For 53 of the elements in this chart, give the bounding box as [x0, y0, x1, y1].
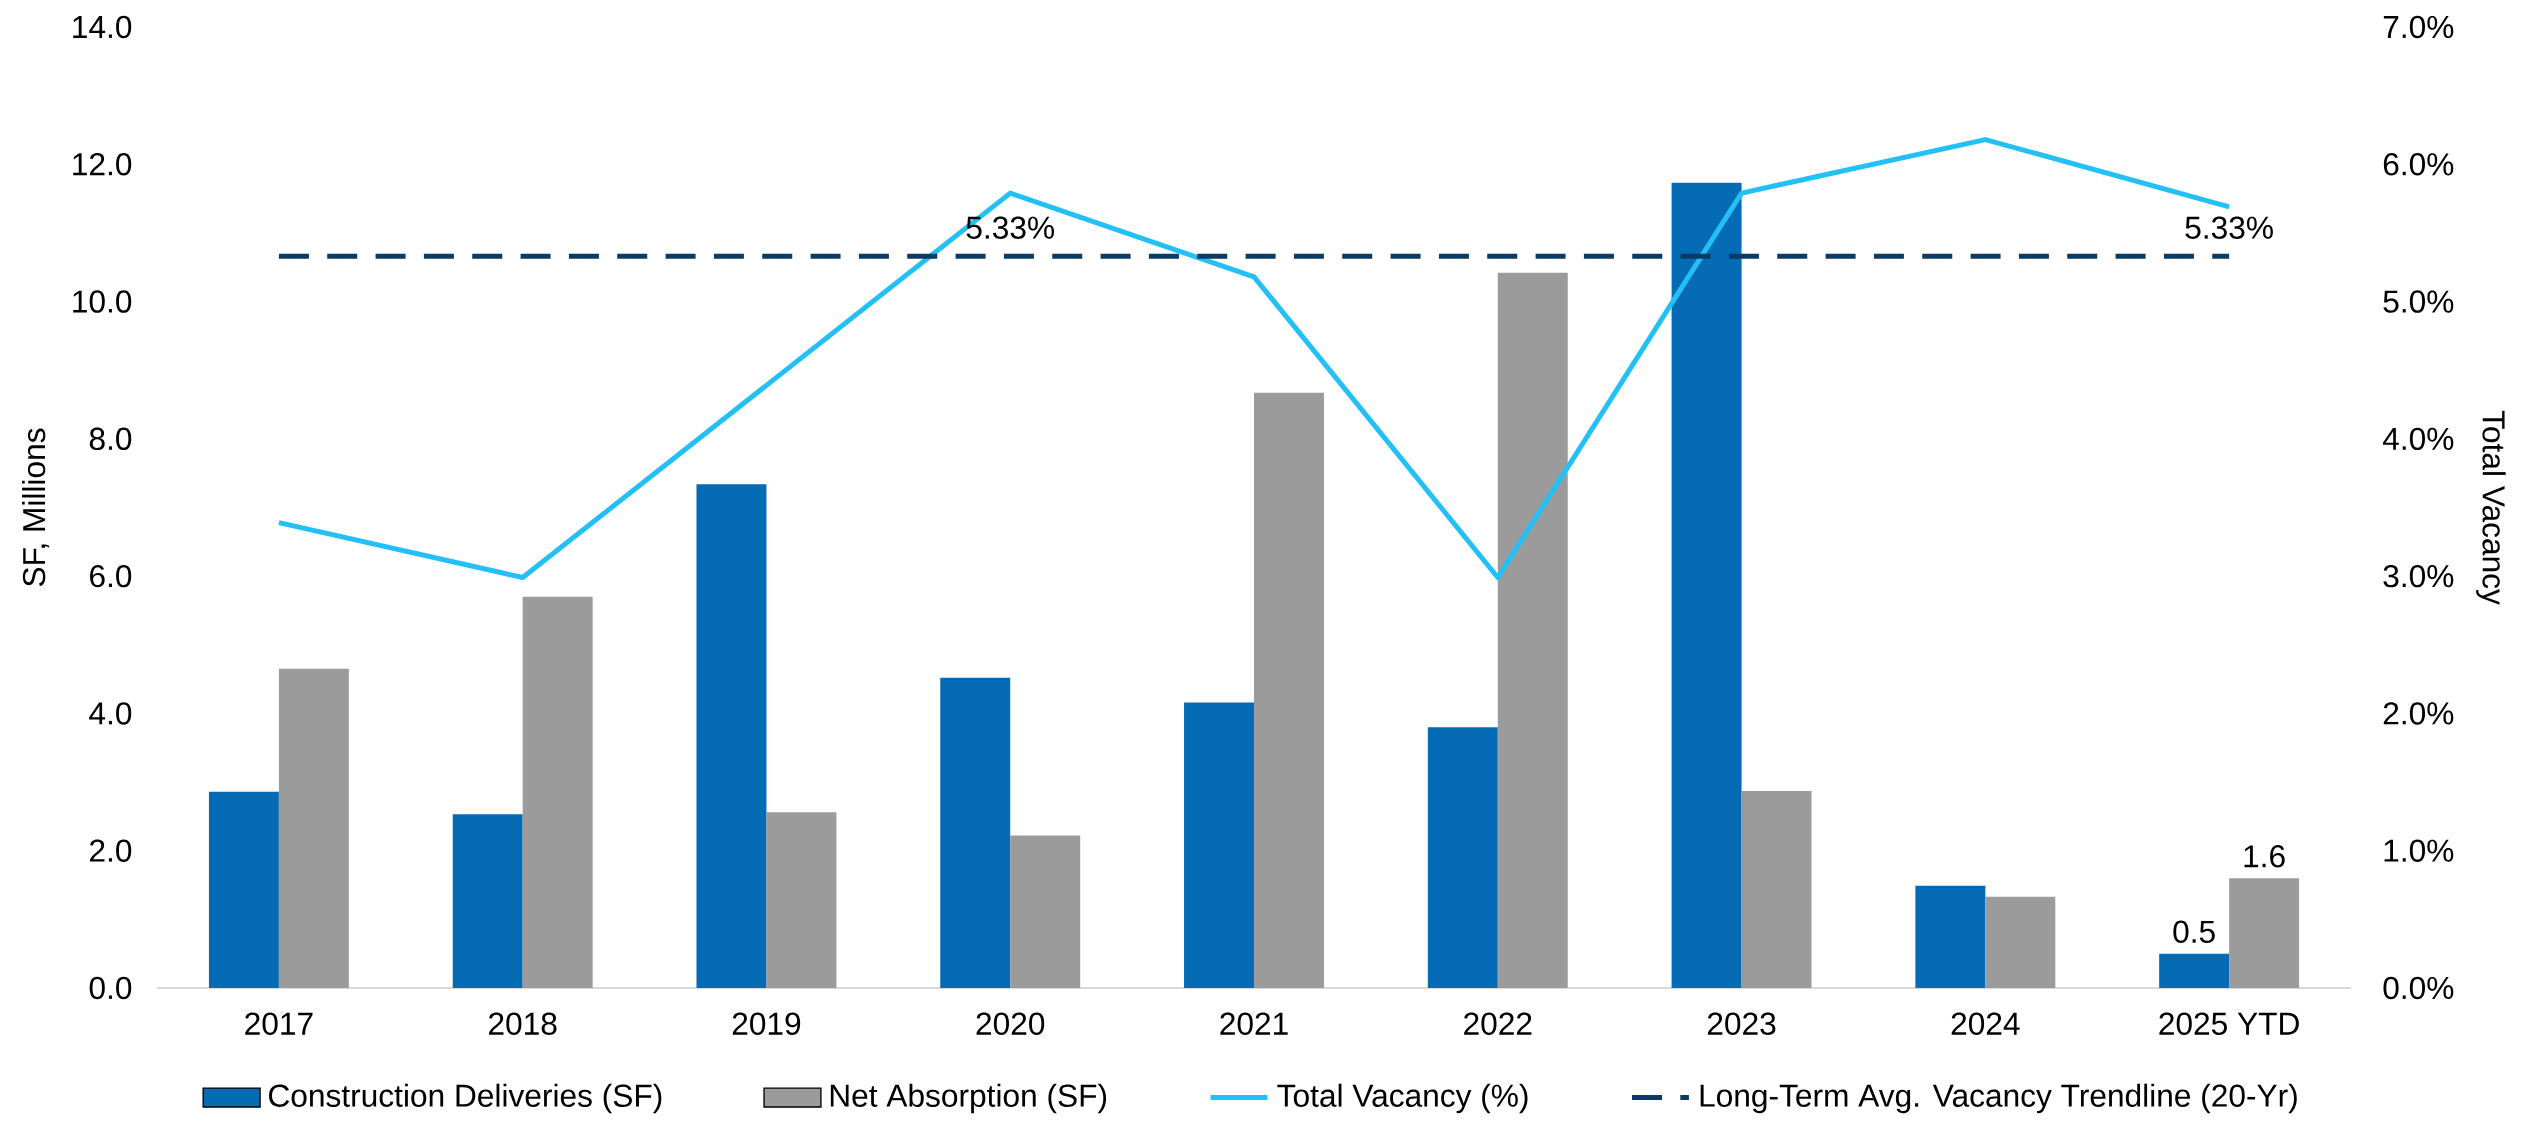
- y-tick-label: 6.0: [90, 564, 132, 588]
- y2-tick-label: 5.0%: [2383, 290, 2454, 313]
- bar: [1010, 835, 1081, 988]
- x-tick-label: 2017: [245, 1012, 313, 1035]
- x-tick-label: 2023: [1707, 1012, 1776, 1035]
- bar: [1184, 702, 1254, 988]
- y2-tick-label: 3.0%: [2383, 564, 2454, 588]
- bar: [2159, 953, 2230, 988]
- bar: [452, 814, 523, 988]
- y2-tick-label: 0.0%: [2383, 976, 2454, 1000]
- x-tick-label: 2018: [489, 1012, 557, 1035]
- bar: [1671, 182, 1742, 988]
- x-tick-label: 2021: [1220, 1012, 1288, 1035]
- y-tick-label: 4.0: [89, 702, 132, 725]
- y2-tick-label: 6.0%: [2383, 153, 2454, 176]
- data-label: 5.33%: [966, 216, 1054, 239]
- bar: [1985, 896, 2056, 988]
- legend-label: Long-Term Avg. Vacancy Trendline (20-Yr): [1700, 1083, 2297, 1114]
- bar: [2229, 878, 2300, 988]
- y-axis-title: SF, Millions: [22, 428, 50, 587]
- bar: [1915, 885, 1986, 988]
- x-tick-label: 2020: [976, 1012, 1045, 1035]
- y-tick-label: 14.0: [73, 15, 132, 39]
- data-label: 5.33%: [2185, 216, 2273, 239]
- bar: [1497, 272, 1568, 988]
- y2-tick-label: 7.0%: [2383, 15, 2454, 39]
- y-tick-label: 12.0: [73, 153, 132, 176]
- y-tick-label: 10.0: [73, 290, 132, 313]
- y-tick-label: 2.0: [90, 839, 132, 862]
- bar: [1427, 727, 1498, 988]
- bar: [1254, 392, 1324, 988]
- y2-axis-title: Total Vacancy: [2476, 410, 2506, 605]
- x-tick-label: 2019: [732, 1012, 801, 1035]
- bar: [1741, 790, 1812, 988]
- bar: [766, 812, 837, 988]
- legend-label: Net Absorption (SF): [830, 1083, 1107, 1114]
- data-label: 0.5: [2173, 920, 2215, 943]
- legend-label: Construction Deliveries (SF): [269, 1083, 662, 1114]
- legend-label: Total Vacancy (%): [1277, 1083, 1528, 1114]
- y-tick-label: 0.0: [89, 976, 132, 1000]
- x-tick-label: 2025 YTD: [2159, 1012, 2299, 1035]
- y-tick-label: 8.0: [89, 427, 132, 451]
- bar: [696, 484, 767, 988]
- bar: [940, 677, 1011, 988]
- data-label: 1.6: [2244, 845, 2285, 868]
- bar: [522, 596, 593, 988]
- y2-tick-label: 4.0%: [2382, 427, 2454, 451]
- x-tick-label: 2024: [1951, 1012, 2020, 1035]
- x-tick-label: 2022: [1464, 1012, 1532, 1035]
- bar: [208, 791, 279, 988]
- bar: [278, 668, 349, 988]
- y2-tick-label: 1.0%: [2384, 839, 2454, 862]
- y2-tick-label: 2.0%: [2383, 702, 2454, 725]
